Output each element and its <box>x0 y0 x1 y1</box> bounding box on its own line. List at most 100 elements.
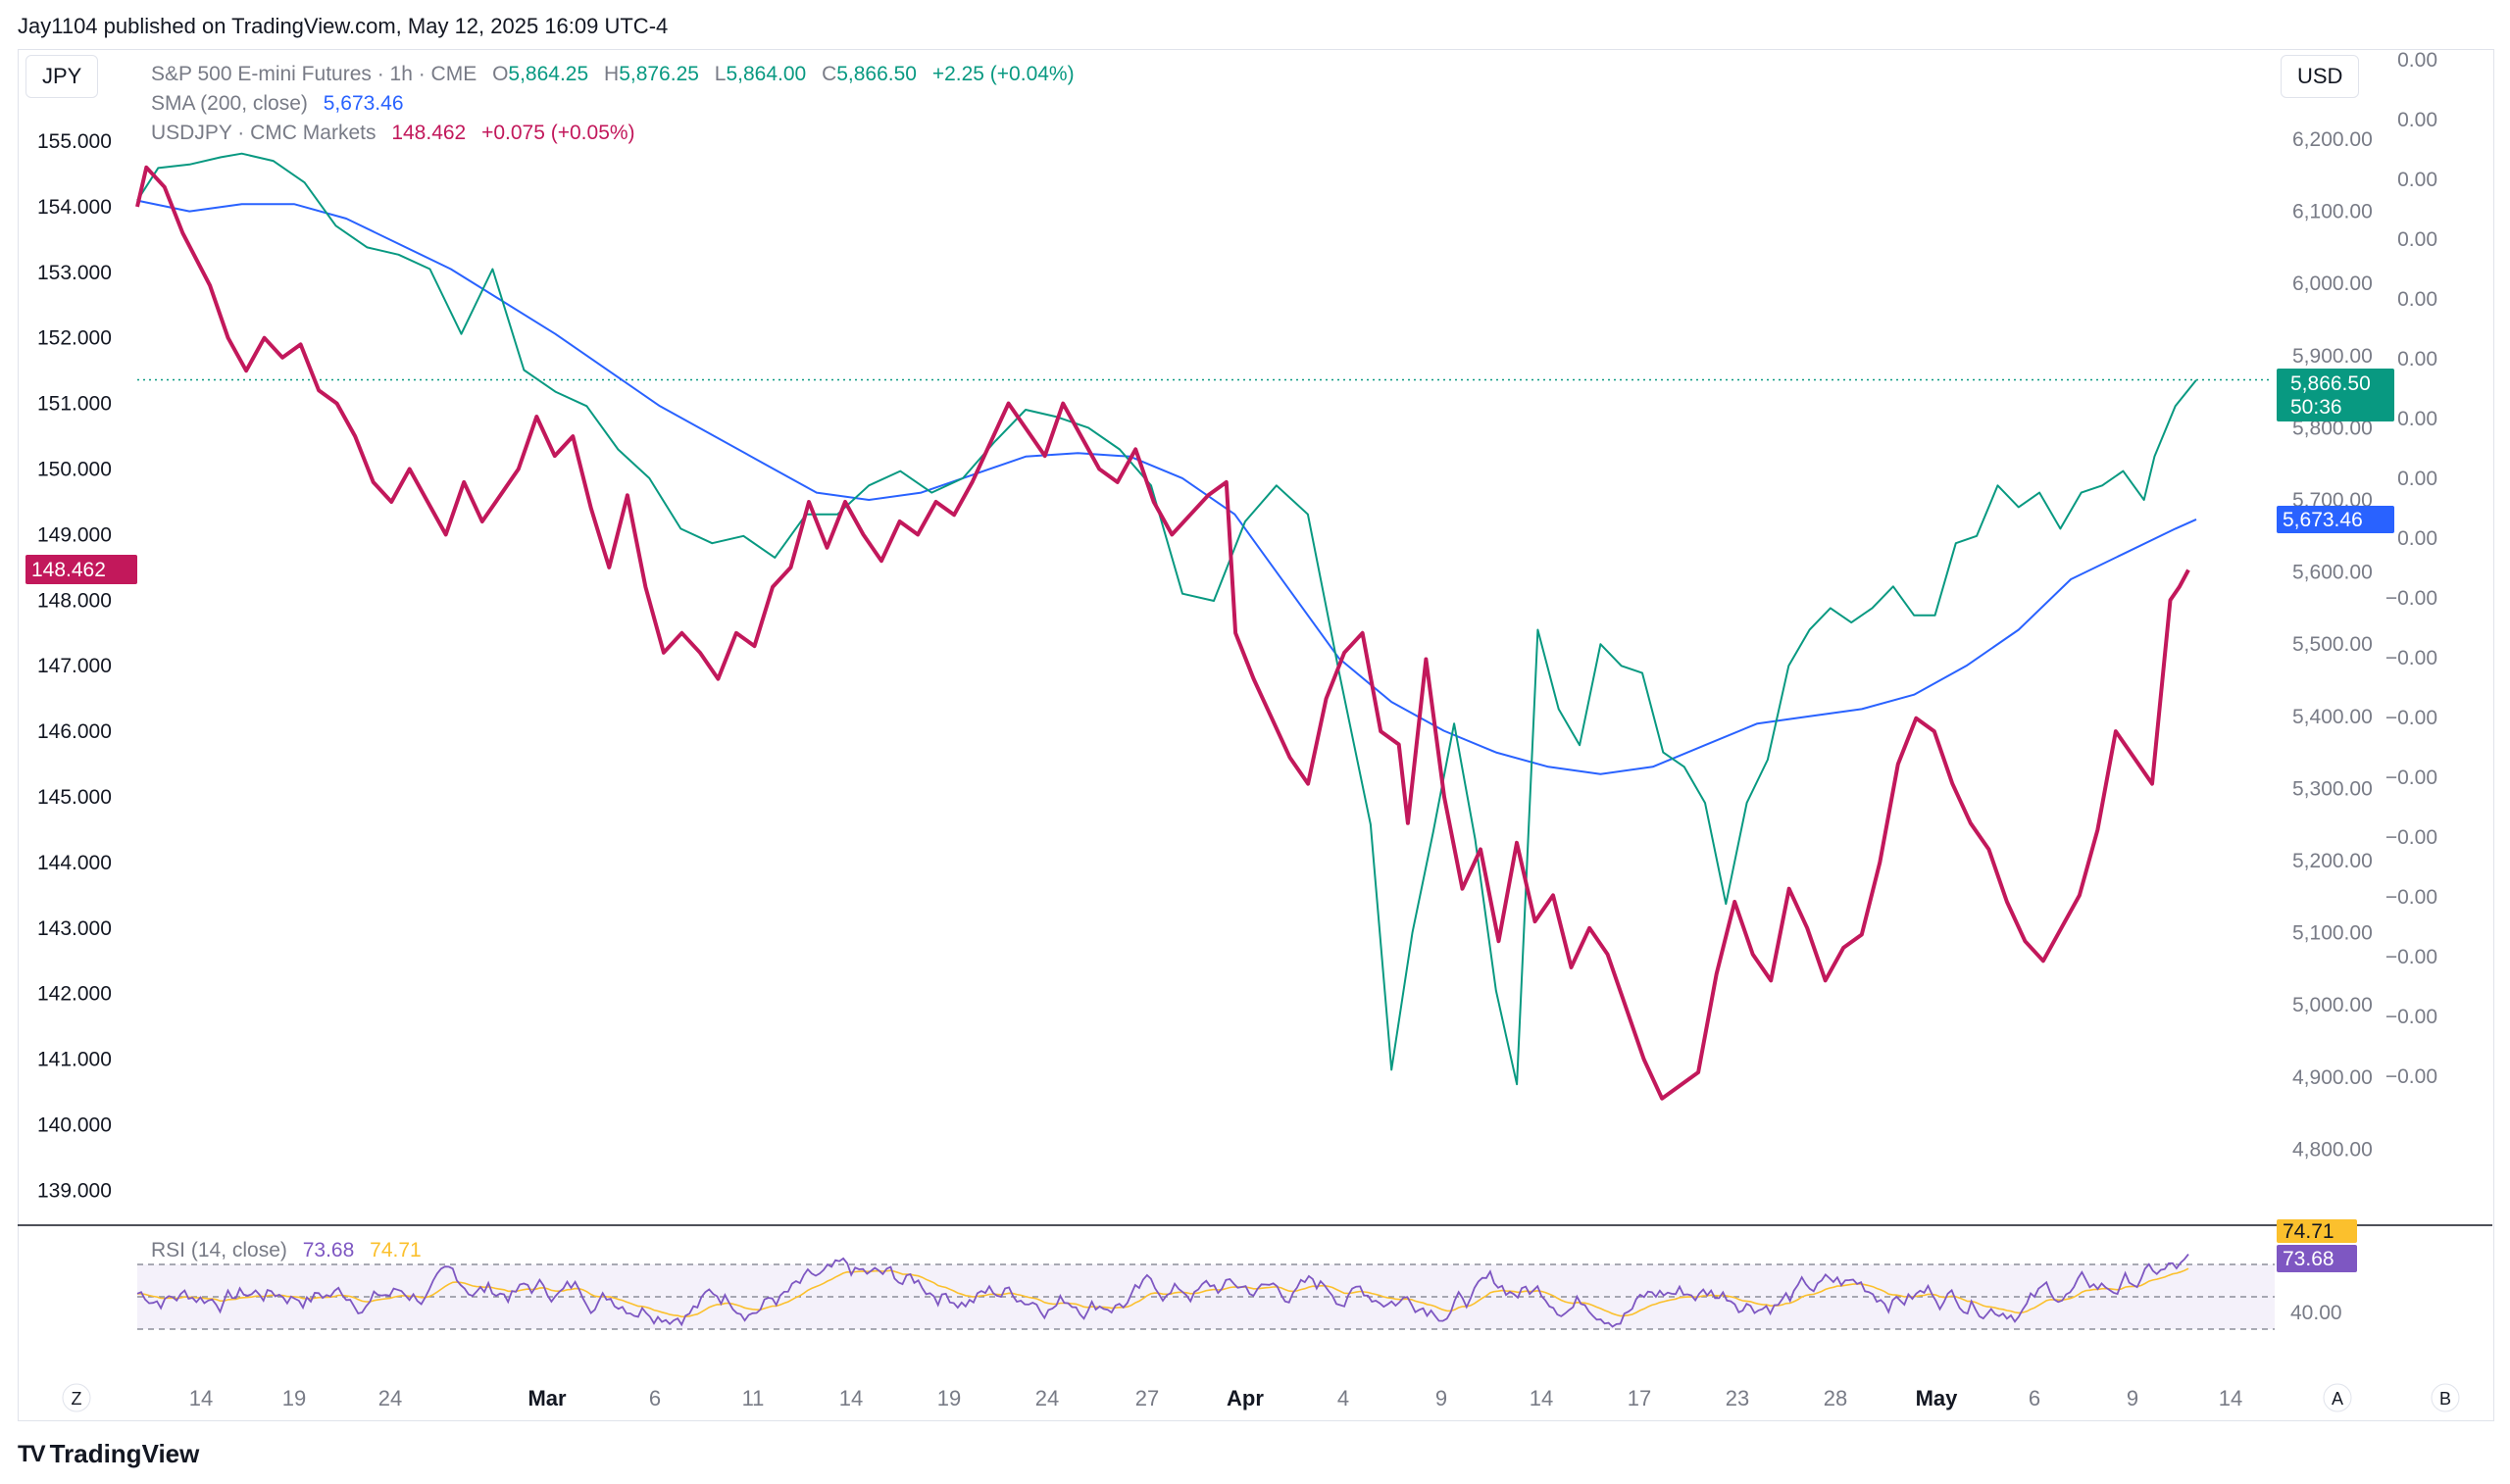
aux-axis-tick-label: −0.00 <box>2385 647 2437 669</box>
x-axis-tick-label: 23 <box>1726 1386 1749 1410</box>
aux-axis-tick-label: 0.00 <box>2397 109 2437 131</box>
left-axis-tick-label: 151.000 <box>37 393 112 416</box>
rsi-legend[interactable]: RSI (14, close) 73.68 74.71 <box>151 1239 422 1262</box>
usdjpy-legend[interactable]: USDJPY · CMC Markets 148.462 +0.075 (+0.… <box>151 122 635 145</box>
aux-axis-tick-label: −0.00 <box>2385 767 2437 789</box>
x-axis-tick-label: 6 <box>649 1386 661 1410</box>
series-lines <box>135 152 2197 1101</box>
x-axis-tick-label: 14 <box>839 1386 863 1410</box>
corner-button-label: Z <box>72 1389 82 1409</box>
usdjpy-name: USDJPY · CMC Markets <box>151 122 376 144</box>
right-axis-tick-label: 5,900.00 <box>2292 345 2373 368</box>
left-axis-tick-label: 155.000 <box>37 130 112 153</box>
rsi-line <box>136 1254 2189 1328</box>
tradingview-brand[interactable]: TV TradingView <box>18 1439 199 1469</box>
open-value: 5,864.25 <box>508 63 589 85</box>
left-axis-tick-label: 153.000 <box>37 262 112 284</box>
x-axis-tick-label: 28 <box>1824 1386 1847 1410</box>
left-axis-tick-label: 139.000 <box>37 1179 112 1202</box>
x-axis-tick-label: 19 <box>282 1386 306 1410</box>
main-series-name: S&P 500 E-mini Futures · 1h · CME <box>151 63 477 85</box>
left-axis-tick-label: 150.000 <box>37 459 112 481</box>
countdown-label: 50:36 <box>2290 396 2342 419</box>
x-axis-tick-label: 19 <box>937 1386 961 1410</box>
right-axis-ticks: 6,200.00 6,100.00 6,000.00 5,900.00 5,800.00… <box>2292 128 2373 1161</box>
x-axis-tick-label: 24 <box>378 1386 402 1410</box>
left-axis-tick-label: 149.000 <box>37 523 112 546</box>
right-axis-tick-label: 4,800.00 <box>2292 1138 2373 1161</box>
aux-axis-tick-label: 0.00 <box>2397 169 2437 191</box>
aux-axis-tick-label: 0.00 <box>2397 49 2437 72</box>
x-axis-tick-label: 14 <box>189 1386 213 1410</box>
usdjpy-line <box>135 165 2190 1101</box>
left-axis-tick-label: 154.000 <box>37 196 112 219</box>
sma-axis-label-bg <box>2277 506 2394 533</box>
right-axis-tick-label: 6,100.00 <box>2292 201 2373 223</box>
usdjpy-value: 148.462 <box>391 122 467 144</box>
left-axis-tick-label: 146.000 <box>37 720 112 743</box>
aux-axis-tick-label: −0.00 <box>2385 946 2437 968</box>
sma-axis-label: 5,673.46 <box>2283 509 2363 531</box>
x-axis-tick-label: Mar <box>527 1386 567 1410</box>
rsi-value: 73.68 <box>302 1239 355 1261</box>
left-axis-ticks: 155.000 154.000 153.000 152.000 151.000 150.0… <box>37 130 112 1202</box>
right-currency-selector[interactable]: USD <box>2281 55 2360 98</box>
low-label: L <box>714 63 727 85</box>
left-axis-tick-label: 148.000 <box>37 589 112 612</box>
left-currency-selector[interactable]: JPY <box>25 55 99 98</box>
price-label: 5,866.50 <box>2290 372 2371 395</box>
left-axis-tick-label: 147.000 <box>37 655 112 677</box>
brand-name: TradingView <box>49 1439 200 1468</box>
x-axis-tick-label: May <box>1916 1386 1959 1410</box>
x-axis-tick-label: 27 <box>1135 1386 1159 1410</box>
open-label: O <box>492 63 509 85</box>
right-axis-tick-label: 6,200.00 <box>2292 128 2373 151</box>
low-value: 5,864.00 <box>726 63 807 85</box>
left-axis-tick-label: 141.000 <box>37 1049 112 1071</box>
x-axis-tick-label: 9 <box>2127 1386 2138 1410</box>
main-series-legend[interactable]: S&P 500 E-mini Futures · 1h · CME O5,864… <box>151 63 1075 86</box>
price-label-bg <box>2277 369 2394 421</box>
right-axis-tick-label: 5,200.00 <box>2292 850 2373 872</box>
x-axis-ticks: 14 19 24 Mar 6 11 14 19 24 27 Apr 4 9 14 17 23 28 May 6 9 14… <box>62 1383 2460 1412</box>
right-axis-tick-label: 5,000.00 <box>2292 994 2373 1016</box>
aux-axis-tick-label: −0.00 <box>2385 1065 2437 1088</box>
left-axis-tick-label: 152.000 <box>37 327 112 350</box>
rsi-ma-value: 74.71 <box>370 1239 422 1261</box>
x-axis-tick-label: 14 <box>2219 1386 2242 1410</box>
close-value: 5,866.50 <box>836 63 917 85</box>
close-label: C <box>822 63 837 85</box>
right-axis-tick-label: 6,000.00 <box>2292 272 2373 295</box>
right-axis-tick-label: 5,500.00 <box>2292 633 2373 656</box>
high-value: 5,876.25 <box>619 63 699 85</box>
left-axis-tick-label: 144.000 <box>37 852 112 874</box>
usdjpy-change: +0.075 (+0.05%) <box>481 122 635 144</box>
right-axis-tick-label: 5,300.00 <box>2292 777 2373 800</box>
aux-axis-tick-label: −0.00 <box>2385 1006 2437 1028</box>
rsi-axis-label: 73.68 <box>2283 1248 2334 1270</box>
rsi-ma-line <box>136 1267 2189 1318</box>
aux-axis-tick-label: 0.00 <box>2397 228 2437 251</box>
aux-axis-ticks: 0.00 0.00 0.00 0.00 0.00 0.00 0.00 0.00 0.00 −0.0… <box>2385 49 2437 1088</box>
x-axis-tick-label: 11 <box>742 1386 765 1410</box>
left-axis-tick-label: 145.000 <box>37 786 112 809</box>
x-axis-tick-label: Apr <box>1227 1386 1264 1410</box>
right-axis-tick-label: 5,400.00 <box>2292 706 2373 728</box>
sma-value: 5,673.46 <box>323 92 404 115</box>
x-axis-tick-label: 24 <box>1035 1386 1059 1410</box>
aux-axis-tick-label: 0.00 <box>2397 288 2437 311</box>
rsi-ma-axis-label: 74.71 <box>2283 1220 2334 1243</box>
high-label: H <box>604 63 620 85</box>
chart-frame <box>18 49 2494 1421</box>
sma-legend[interactable]: SMA (200, close) 5,673.46 <box>151 92 404 116</box>
spx-price-line <box>136 152 2197 1086</box>
tradingview-logo-icon: TV <box>18 1440 46 1467</box>
sma-name: SMA (200, close) <box>151 92 308 115</box>
aux-axis-tick-label: 0.00 <box>2397 348 2437 371</box>
rsi-ma-axis-label-bg <box>2277 1219 2357 1243</box>
aux-axis-tick-label: −0.00 <box>2385 826 2437 849</box>
aux-axis-tick-label: 0.00 <box>2397 408 2437 430</box>
rsi-name: RSI (14, close) <box>151 1239 287 1261</box>
